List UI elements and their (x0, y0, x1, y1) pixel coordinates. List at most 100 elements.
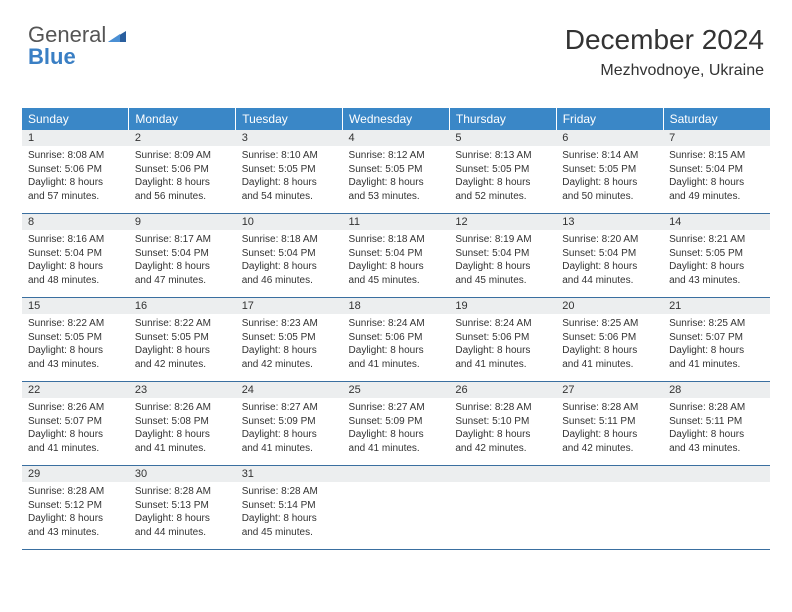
calendar-day-cell: 21Sunrise: 8:25 AMSunset: 5:07 PMDayligh… (663, 298, 770, 382)
day-details: Sunrise: 8:28 AMSunset: 5:14 PMDaylight:… (236, 482, 343, 549)
day-number: 25 (343, 382, 450, 398)
calendar-day-cell: 18Sunrise: 8:24 AMSunset: 5:06 PMDayligh… (343, 298, 450, 382)
day-details: Sunrise: 8:28 AMSunset: 5:10 PMDaylight:… (449, 398, 556, 465)
calendar-day-cell (556, 466, 663, 550)
calendar-day-cell: 9Sunrise: 8:17 AMSunset: 5:04 PMDaylight… (129, 214, 236, 298)
day-details: Sunrise: 8:08 AMSunset: 5:06 PMDaylight:… (22, 146, 129, 213)
day-details: Sunrise: 8:25 AMSunset: 5:06 PMDaylight:… (556, 314, 663, 381)
calendar-day-cell: 27Sunrise: 8:28 AMSunset: 5:11 PMDayligh… (556, 382, 663, 466)
calendar-day-cell: 29Sunrise: 8:28 AMSunset: 5:12 PMDayligh… (22, 466, 129, 550)
weekday-header: Friday (556, 108, 663, 130)
calendar-day-cell: 30Sunrise: 8:28 AMSunset: 5:13 PMDayligh… (129, 466, 236, 550)
header-right: December 2024 Mezhvodnoye, Ukraine (565, 24, 764, 80)
day-details: Sunrise: 8:16 AMSunset: 5:04 PMDaylight:… (22, 230, 129, 297)
calendar-day-cell: 25Sunrise: 8:27 AMSunset: 5:09 PMDayligh… (343, 382, 450, 466)
calendar-day-cell: 26Sunrise: 8:28 AMSunset: 5:10 PMDayligh… (449, 382, 556, 466)
day-number: 18 (343, 298, 450, 314)
day-number: 29 (22, 466, 129, 482)
day-details: Sunrise: 8:18 AMSunset: 5:04 PMDaylight:… (236, 230, 343, 297)
day-details: Sunrise: 8:12 AMSunset: 5:05 PMDaylight:… (343, 146, 450, 213)
day-number: 24 (236, 382, 343, 398)
day-details: Sunrise: 8:27 AMSunset: 5:09 PMDaylight:… (343, 398, 450, 465)
calendar-day-cell: 16Sunrise: 8:22 AMSunset: 5:05 PMDayligh… (129, 298, 236, 382)
weekday-header: Monday (129, 108, 236, 130)
day-details: Sunrise: 8:18 AMSunset: 5:04 PMDaylight:… (343, 230, 450, 297)
day-number: 5 (449, 130, 556, 146)
day-number: 6 (556, 130, 663, 146)
day-number: 3 (236, 130, 343, 146)
day-details: Sunrise: 8:19 AMSunset: 5:04 PMDaylight:… (449, 230, 556, 297)
day-details: Sunrise: 8:14 AMSunset: 5:05 PMDaylight:… (556, 146, 663, 213)
weekday-header: Sunday (22, 108, 129, 130)
day-number: 27 (556, 382, 663, 398)
day-details: Sunrise: 8:09 AMSunset: 5:06 PMDaylight:… (129, 146, 236, 213)
day-number: 12 (449, 214, 556, 230)
calendar-day-cell: 4Sunrise: 8:12 AMSunset: 5:05 PMDaylight… (343, 130, 450, 214)
day-number: 4 (343, 130, 450, 146)
day-details: Sunrise: 8:21 AMSunset: 5:05 PMDaylight:… (663, 230, 770, 297)
calendar-week-row: 1Sunrise: 8:08 AMSunset: 5:06 PMDaylight… (22, 130, 770, 214)
day-details: Sunrise: 8:22 AMSunset: 5:05 PMDaylight:… (22, 314, 129, 381)
day-number: 2 (129, 130, 236, 146)
day-number: 8 (22, 214, 129, 230)
day-details: Sunrise: 8:28 AMSunset: 5:12 PMDaylight:… (22, 482, 129, 549)
calendar-day-cell: 7Sunrise: 8:15 AMSunset: 5:04 PMDaylight… (663, 130, 770, 214)
calendar-day-cell: 13Sunrise: 8:20 AMSunset: 5:04 PMDayligh… (556, 214, 663, 298)
day-number: 11 (343, 214, 450, 230)
day-details: Sunrise: 8:26 AMSunset: 5:08 PMDaylight:… (129, 398, 236, 465)
day-number: 10 (236, 214, 343, 230)
day-details: Sunrise: 8:22 AMSunset: 5:05 PMDaylight:… (129, 314, 236, 381)
day-number: 22 (22, 382, 129, 398)
calendar-day-cell: 14Sunrise: 8:21 AMSunset: 5:05 PMDayligh… (663, 214, 770, 298)
calendar-day-cell: 22Sunrise: 8:26 AMSunset: 5:07 PMDayligh… (22, 382, 129, 466)
day-number: 28 (663, 382, 770, 398)
day-number: 20 (556, 298, 663, 314)
day-number: 14 (663, 214, 770, 230)
day-number: 13 (556, 214, 663, 230)
calendar-day-cell: 24Sunrise: 8:27 AMSunset: 5:09 PMDayligh… (236, 382, 343, 466)
calendar-day-cell: 31Sunrise: 8:28 AMSunset: 5:14 PMDayligh… (236, 466, 343, 550)
day-details: Sunrise: 8:17 AMSunset: 5:04 PMDaylight:… (129, 230, 236, 297)
logo-triangle-icon (108, 24, 126, 46)
calendar-day-cell: 8Sunrise: 8:16 AMSunset: 5:04 PMDaylight… (22, 214, 129, 298)
day-details: Sunrise: 8:26 AMSunset: 5:07 PMDaylight:… (22, 398, 129, 465)
calendar-day-cell (449, 466, 556, 550)
day-details: Sunrise: 8:25 AMSunset: 5:07 PMDaylight:… (663, 314, 770, 381)
day-details: Sunrise: 8:27 AMSunset: 5:09 PMDaylight:… (236, 398, 343, 465)
calendar-day-cell: 28Sunrise: 8:28 AMSunset: 5:11 PMDayligh… (663, 382, 770, 466)
weekday-header: Thursday (449, 108, 556, 130)
day-details: Sunrise: 8:10 AMSunset: 5:05 PMDaylight:… (236, 146, 343, 213)
calendar-body: 1Sunrise: 8:08 AMSunset: 5:06 PMDaylight… (22, 130, 770, 550)
calendar-week-row: 15Sunrise: 8:22 AMSunset: 5:05 PMDayligh… (22, 298, 770, 382)
calendar-day-cell: 10Sunrise: 8:18 AMSunset: 5:04 PMDayligh… (236, 214, 343, 298)
day-details: Sunrise: 8:24 AMSunset: 5:06 PMDaylight:… (343, 314, 450, 381)
location: Mezhvodnoye, Ukraine (565, 62, 764, 80)
day-details: Sunrise: 8:23 AMSunset: 5:05 PMDaylight:… (236, 314, 343, 381)
day-number: 17 (236, 298, 343, 314)
calendar-day-cell: 12Sunrise: 8:19 AMSunset: 5:04 PMDayligh… (449, 214, 556, 298)
calendar-week-row: 29Sunrise: 8:28 AMSunset: 5:12 PMDayligh… (22, 466, 770, 550)
day-number: 16 (129, 298, 236, 314)
day-number: 26 (449, 382, 556, 398)
calendar-day-cell (663, 466, 770, 550)
calendar-week-row: 8Sunrise: 8:16 AMSunset: 5:04 PMDaylight… (22, 214, 770, 298)
calendar-day-cell: 19Sunrise: 8:24 AMSunset: 5:06 PMDayligh… (449, 298, 556, 382)
day-number: 21 (663, 298, 770, 314)
calendar-week-row: 22Sunrise: 8:26 AMSunset: 5:07 PMDayligh… (22, 382, 770, 466)
day-details: Sunrise: 8:15 AMSunset: 5:04 PMDaylight:… (663, 146, 770, 213)
day-details: Sunrise: 8:24 AMSunset: 5:06 PMDaylight:… (449, 314, 556, 381)
month-title: December 2024 (565, 24, 764, 56)
day-number: 30 (129, 466, 236, 482)
day-details: Sunrise: 8:13 AMSunset: 5:05 PMDaylight:… (449, 146, 556, 213)
calendar-day-cell (343, 466, 450, 550)
day-number: 9 (129, 214, 236, 230)
weekday-header: Saturday (663, 108, 770, 130)
day-number: 7 (663, 130, 770, 146)
calendar-day-cell: 23Sunrise: 8:26 AMSunset: 5:08 PMDayligh… (129, 382, 236, 466)
calendar-day-cell: 17Sunrise: 8:23 AMSunset: 5:05 PMDayligh… (236, 298, 343, 382)
day-number: 1 (22, 130, 129, 146)
logo-text-2: Blue (28, 44, 76, 69)
weekday-header: Wednesday (343, 108, 450, 130)
calendar-day-cell: 3Sunrise: 8:10 AMSunset: 5:05 PMDaylight… (236, 130, 343, 214)
day-details: Sunrise: 8:20 AMSunset: 5:04 PMDaylight:… (556, 230, 663, 297)
